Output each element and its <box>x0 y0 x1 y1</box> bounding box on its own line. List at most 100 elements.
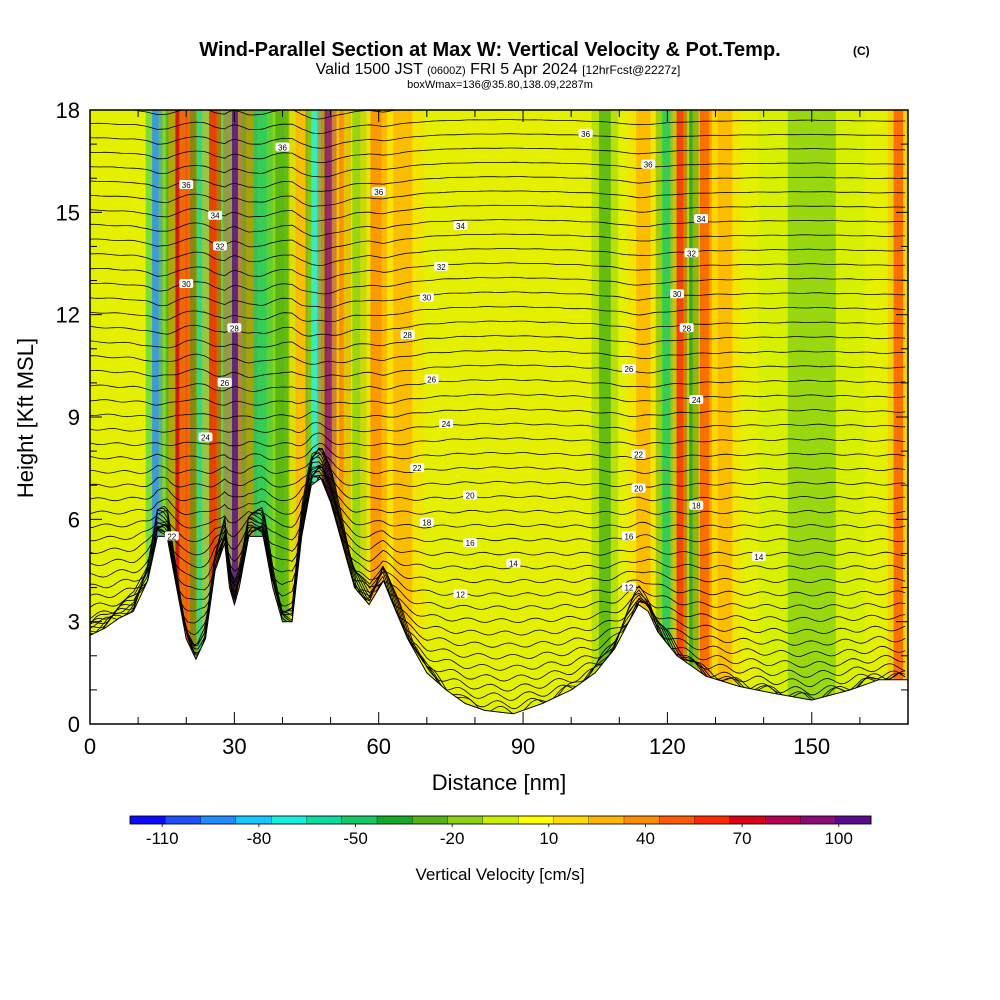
colorbar-label--50: -50 <box>343 829 368 848</box>
isentrope-label-bg-15 <box>439 418 454 428</box>
isentrope-label-bg-29 <box>689 394 704 404</box>
colorbar-swatch-14 <box>623 815 660 825</box>
y-tick-label-18: 18 <box>56 98 80 123</box>
isentrope-label-bg-5 <box>212 241 227 251</box>
isentrope-label-bg-0 <box>164 531 179 541</box>
isentrope-label-31: 20 <box>634 485 643 494</box>
isentrope-lines <box>90 110 906 715</box>
colorbar-swatch-0 <box>129 815 166 825</box>
colorbar-swatch-3 <box>235 815 272 825</box>
isentrope-37 <box>90 219 906 237</box>
isentrope-35 <box>90 248 906 267</box>
x-tick-label-0: 0 <box>84 734 96 759</box>
isentrope-label-32: 18 <box>692 502 701 511</box>
colorbar-swatch-2 <box>200 815 237 825</box>
x-axis: 0 30 60 90 120 150 <box>84 110 909 759</box>
x-axis-title: Distance [nm] <box>432 770 567 795</box>
chart-title: Wind-Parallel Section at Max W: Vertical… <box>199 39 780 61</box>
colorbar-title: Vertical Velocity [cm/s] <box>415 865 584 884</box>
colorbar-swatch-10 <box>482 815 519 825</box>
isentrope-label-bg-22 <box>578 128 593 138</box>
y-tick-label-6: 6 <box>68 507 80 532</box>
colorbar-label--20: -20 <box>440 829 465 848</box>
isentrope-label-28: 26 <box>624 365 633 374</box>
colorbar-label-70: 70 <box>733 829 752 848</box>
velocity-band-halo-l-5 <box>201 110 210 724</box>
isentrope-label-2: 26 <box>220 379 229 388</box>
velocity-band-halo-r-19 <box>650 110 660 724</box>
colorbar-swatch-6 <box>341 815 378 825</box>
isentrope-label-6: 34 <box>211 212 220 221</box>
isentrope-label-bg-10 <box>453 220 468 230</box>
isentrope-39 <box>90 190 906 207</box>
velocity-band-halo-l-2 <box>168 110 176 724</box>
chart-subtitle: Valid 1500 JST (0600Z) FRI 5 Apr 2024 [1… <box>316 61 681 78</box>
title-mark: (C) <box>853 44 870 58</box>
colorbar-swatch-12 <box>553 815 590 825</box>
isentrope-label-bg-28 <box>621 364 636 374</box>
isentrope-label-25: 32 <box>687 249 696 258</box>
velocity-band-24 <box>717 110 733 724</box>
colorbar-swatch-7 <box>376 815 413 825</box>
isentrope-label-19: 16 <box>466 539 475 548</box>
isentrope-label-5: 32 <box>215 242 224 251</box>
velocity-band-halo-l-24 <box>709 110 718 724</box>
velocity-band-17 <box>393 110 413 724</box>
isentrope-label-11: 32 <box>437 263 446 272</box>
isentrope-label-21: 12 <box>456 590 465 599</box>
colorbar-label-10: 10 <box>539 829 558 848</box>
velocity-band-halo-l-21 <box>670 110 677 724</box>
isentrope-32 <box>90 291 906 309</box>
x-tick-label-150: 150 <box>793 734 830 759</box>
chart-subtitle-2: boxWmax=136@35.80,138.09,2287m <box>407 79 593 91</box>
velocity-band-halo-l-6 <box>216 110 223 724</box>
isentrope-label-bg-19 <box>463 538 478 548</box>
isentrope-label-14: 26 <box>427 375 436 384</box>
isentrope-label-bg-17 <box>463 490 478 500</box>
isentrope-43 <box>90 133 906 149</box>
isentrope-17 <box>90 476 906 515</box>
isentrope-30 <box>90 320 906 337</box>
isentrope-label-24: 34 <box>697 215 706 224</box>
isentrope-label-17: 20 <box>466 491 475 500</box>
velocity-band-halo-l-9 <box>242 110 254 724</box>
isentrope-label-bg-21 <box>453 589 468 599</box>
velocity-band-halo-r-25 <box>835 110 865 724</box>
colorbar-swatch-13 <box>588 815 625 825</box>
colorbar-swatch-5 <box>306 815 343 825</box>
isentrope-label-bg-12 <box>419 292 434 302</box>
isentrope-33 <box>90 276 906 295</box>
colorbar-swatch-11 <box>517 815 554 825</box>
isentrope-label-bg-31 <box>631 483 646 493</box>
isentrope-14 <box>90 470 906 556</box>
isentrope-31 <box>90 305 906 322</box>
plot-area: 22 24 26 28 30 32 34 36 36 36 34 32 30 28 26 24 22 20 18 16… <box>90 110 908 724</box>
isentrope-label-bg-2 <box>217 377 232 387</box>
isentrope-label-13: 28 <box>403 331 412 340</box>
velocity-band-23 <box>699 110 712 724</box>
isentrope-label-bg-13 <box>400 330 415 340</box>
colorbar-label--110: -110 <box>146 829 179 848</box>
colorbar-frame <box>129 815 872 825</box>
isentrope-20 <box>90 453 906 474</box>
isentrope-34 <box>90 262 906 281</box>
velocity-band-19 <box>636 110 651 724</box>
isentrope-45 <box>110 110 656 120</box>
isentrope-24 <box>90 408 906 420</box>
isentrope-23 <box>90 422 906 434</box>
velocity-band-halo-r-17 <box>412 110 424 724</box>
velocity-band-halo-l-19 <box>627 110 637 724</box>
y-tick-label-9: 9 <box>68 405 80 430</box>
colorbar-swatch-19 <box>800 815 837 825</box>
velocity-band-halo-l-18 <box>591 110 599 724</box>
velocity-band-10 <box>275 110 290 724</box>
isentrope-label-29: 24 <box>692 396 701 405</box>
isentrope-18 <box>90 474 906 502</box>
isentrope-42 <box>90 147 906 164</box>
isentrope-28 <box>90 349 906 365</box>
isentrope-label-35: 12 <box>624 584 633 593</box>
x-tick-label-60: 60 <box>366 734 390 759</box>
subtitle-fcst: [12hrFcst@2227z] <box>582 63 680 77</box>
y-tick-label-12: 12 <box>56 303 80 328</box>
